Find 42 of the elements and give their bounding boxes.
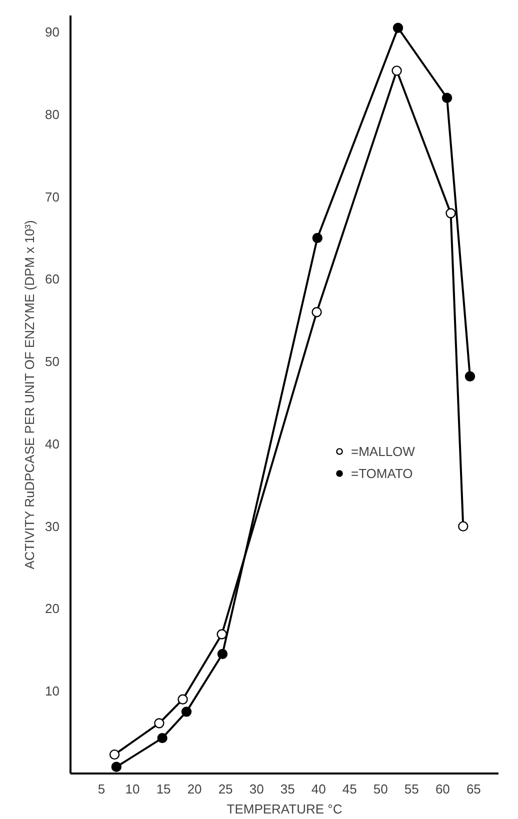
point bbox=[446, 208, 456, 218]
point bbox=[216, 629, 227, 640]
point bbox=[312, 232, 322, 244]
y-tick-label: 70 bbox=[45, 189, 60, 204]
point bbox=[312, 307, 322, 318]
point bbox=[442, 92, 452, 103]
y-tick-label: 30 bbox=[45, 518, 60, 534]
y-tick-label: 50 bbox=[45, 354, 60, 370]
y-tick-label: 80 bbox=[45, 106, 60, 122]
x-tick-label: 10 bbox=[125, 782, 140, 796]
point bbox=[154, 718, 164, 728]
point bbox=[178, 694, 188, 704]
x-tick-label: 65 bbox=[466, 782, 481, 796]
y-tick-label: 20 bbox=[45, 601, 60, 616]
y-tick-label: 40 bbox=[45, 436, 60, 452]
x-tick-label: 25 bbox=[218, 782, 233, 796]
point bbox=[111, 762, 122, 772]
x-tick-label: 5 bbox=[98, 782, 106, 796]
point bbox=[109, 749, 120, 760]
point bbox=[181, 706, 192, 717]
point bbox=[217, 648, 228, 660]
y-tick-label: 60 bbox=[45, 272, 60, 287]
x-tick-label: 35 bbox=[280, 782, 295, 796]
x-tick-label: 55 bbox=[404, 782, 419, 796]
x-tick-label: 40 bbox=[311, 782, 326, 796]
y-tick-label: 10 bbox=[45, 684, 60, 699]
x-axis-title: TEMPERATURE °C bbox=[226, 802, 342, 816]
point bbox=[458, 521, 468, 532]
x-tick-label: 20 bbox=[187, 782, 202, 796]
legend-label: =TOMATO bbox=[351, 466, 413, 480]
point bbox=[392, 66, 402, 76]
point bbox=[464, 371, 476, 382]
legend-label: =MALLOW bbox=[351, 444, 415, 458]
y-axis-title: ACTIVITY RuDPCASE PER UNIT OF ENZYME (DPM x 10³) bbox=[22, 220, 38, 570]
x-tick-label: 60 bbox=[435, 782, 450, 796]
point bbox=[157, 732, 168, 744]
point bbox=[392, 22, 404, 33]
x-tick-label: 15 bbox=[156, 782, 171, 796]
x-tick-label: 50 bbox=[373, 782, 388, 796]
y-tick-label: 90 bbox=[45, 24, 60, 40]
x-tick-label: 45 bbox=[342, 782, 357, 796]
x-tick-label: 30 bbox=[249, 782, 264, 796]
